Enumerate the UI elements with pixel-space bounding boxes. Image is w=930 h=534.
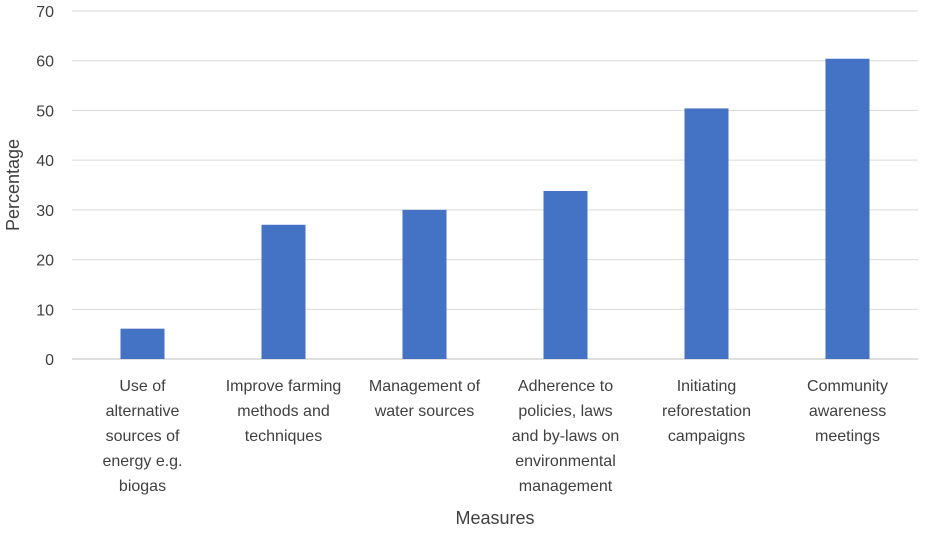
x-tick-label: Improve farming methods and techniques bbox=[226, 378, 342, 445]
x-axis-ticks: Use of alternative sources of energy e.g. bi… bbox=[102, 378, 887, 495]
y-tick-label: 0 bbox=[45, 352, 54, 369]
bar bbox=[684, 108, 729, 359]
x-tick-label: Initiating reforestation campaigns bbox=[662, 378, 751, 445]
bar bbox=[543, 190, 588, 359]
bar bbox=[120, 328, 165, 359]
bar bbox=[402, 209, 447, 359]
y-tick-label: 70 bbox=[36, 4, 54, 21]
y-tick-label: 10 bbox=[36, 302, 54, 319]
gridlines bbox=[72, 10, 918, 360]
y-axis-ticks: 0 10 20 30 40 50 60 70 bbox=[36, 4, 54, 369]
y-tick-label: 50 bbox=[36, 103, 54, 120]
bar bbox=[261, 224, 306, 359]
y-axis-title: Percentage bbox=[3, 139, 23, 231]
x-axis-title: Measures bbox=[455, 508, 534, 528]
y-tick-label: 40 bbox=[36, 153, 54, 170]
x-tick-label: Management of water sources bbox=[369, 378, 481, 420]
y-tick-label: 30 bbox=[36, 203, 54, 220]
bars bbox=[120, 58, 870, 360]
y-tick-label: 20 bbox=[36, 253, 54, 270]
x-tick-label: Community awareness meetings bbox=[807, 378, 888, 445]
y-tick-label: 60 bbox=[36, 54, 54, 71]
x-tick-label: Use of alternative sources of energy e.g. bi… bbox=[102, 378, 182, 495]
x-tick-label: Adherence to policies, laws and by-laws on… bbox=[512, 378, 620, 495]
bar bbox=[825, 58, 870, 360]
